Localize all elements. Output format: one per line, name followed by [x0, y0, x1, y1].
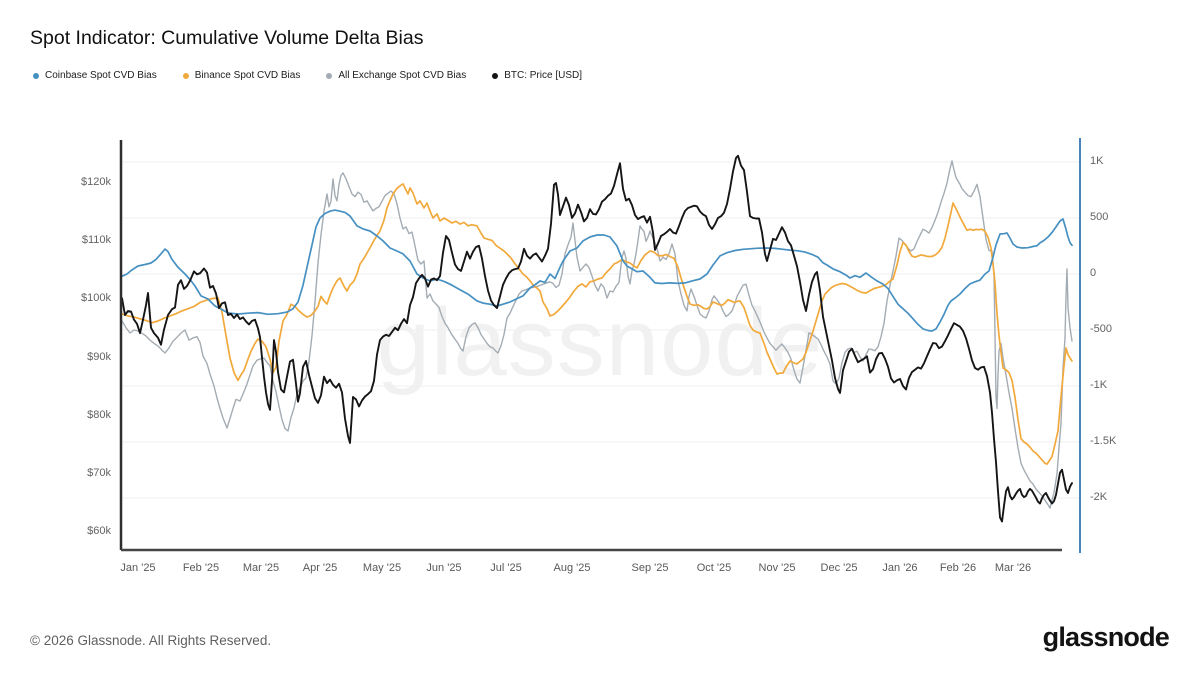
y-axis-left-tick-label: $70k	[87, 466, 111, 479]
x-axis-tick-label: Apr '25	[302, 562, 338, 574]
legend-dot-icon	[182, 72, 189, 79]
legend-item-label: Binance Spot CVD Bias	[194, 70, 301, 81]
y-axis-right-tick-label: -1.5K	[1090, 435, 1117, 447]
legend: Coinbase Spot CVD Bias Binance Spot CVD B…	[33, 70, 582, 81]
y-axis-right-tick-label: 1K	[1090, 154, 1104, 167]
x-axis-tick-label: Nov '25	[758, 562, 796, 574]
y-axis-right-tick-label: -1K	[1090, 379, 1108, 391]
legend-item-btc[interactable]: BTC: Price [USD]	[492, 70, 582, 81]
legend-dot-icon	[33, 72, 39, 79]
y-axis-right-tick-label: 0	[1090, 266, 1097, 279]
y-axis-left-tick-label: $90k	[87, 350, 111, 363]
x-axis-tick-label: Sep '25	[631, 562, 669, 574]
x-axis-tick-label: Jan '25	[120, 562, 156, 574]
x-axis-tick-label: Dec '25	[820, 562, 858, 574]
y-axis-left-tick-label: $120k	[81, 176, 111, 189]
page-title: Spot Indicator: Cumulative Volume Delta …	[30, 27, 424, 49]
legend-item-all_exchange[interactable]: All Exchange Spot CVD Bias	[326, 70, 466, 81]
y-axis-right-tick-label: -500	[1090, 322, 1113, 335]
x-axis-tick-label: Mar '26	[994, 562, 1032, 574]
legend-dot-icon	[326, 72, 333, 79]
series-binance-line	[121, 183, 1073, 465]
legend-item-coinbase[interactable]: Coinbase Spot CVD Bias	[33, 70, 157, 81]
x-axis-tick-label: Aug '25	[553, 562, 591, 574]
y-axis-left-tick-label: $80k	[87, 408, 111, 421]
y-axis-left-tick-label: $110k	[81, 234, 111, 247]
legend-item-label: BTC: Price [USD]	[504, 70, 582, 81]
x-axis-tick-label: Jul '25	[490, 562, 522, 574]
x-axis-tick-label: Jan '26	[882, 562, 918, 574]
y-axis-right-tick-label: -2K	[1090, 491, 1108, 504]
legend-item-binance[interactable]: Binance Spot CVD Bias	[182, 70, 301, 81]
copyright-text: © 2026 Glassnode. All Rights Reserved.	[30, 633, 272, 648]
series-all_exchange-line	[121, 160, 1073, 509]
legend-item-label: All Exchange Spot CVD Bias	[338, 70, 467, 81]
x-axis-tick-label: Mar '25	[242, 562, 280, 574]
legend-item-label: Coinbase Spot CVD Bias	[45, 70, 157, 81]
y-axis-left-tick-label: $100k	[81, 292, 111, 305]
x-axis-tick-label: Jun '25	[426, 562, 462, 574]
x-axis-tick-label: May '25	[362, 562, 402, 574]
x-axis-tick-label: Oct '25	[696, 562, 732, 574]
glassnode-logo: glassnode	[1042, 622, 1170, 652]
x-axis-tick-label: Feb '25	[182, 562, 220, 574]
series-btc-line	[121, 154, 1073, 523]
series-coinbase-line	[121, 209, 1073, 332]
legend-dot-icon	[492, 72, 499, 79]
x-axis-tick-label: Feb '26	[939, 562, 977, 574]
y-axis-left-tick-label: $60k	[87, 524, 111, 537]
y-axis-right-tick-label: 500	[1090, 210, 1109, 223]
